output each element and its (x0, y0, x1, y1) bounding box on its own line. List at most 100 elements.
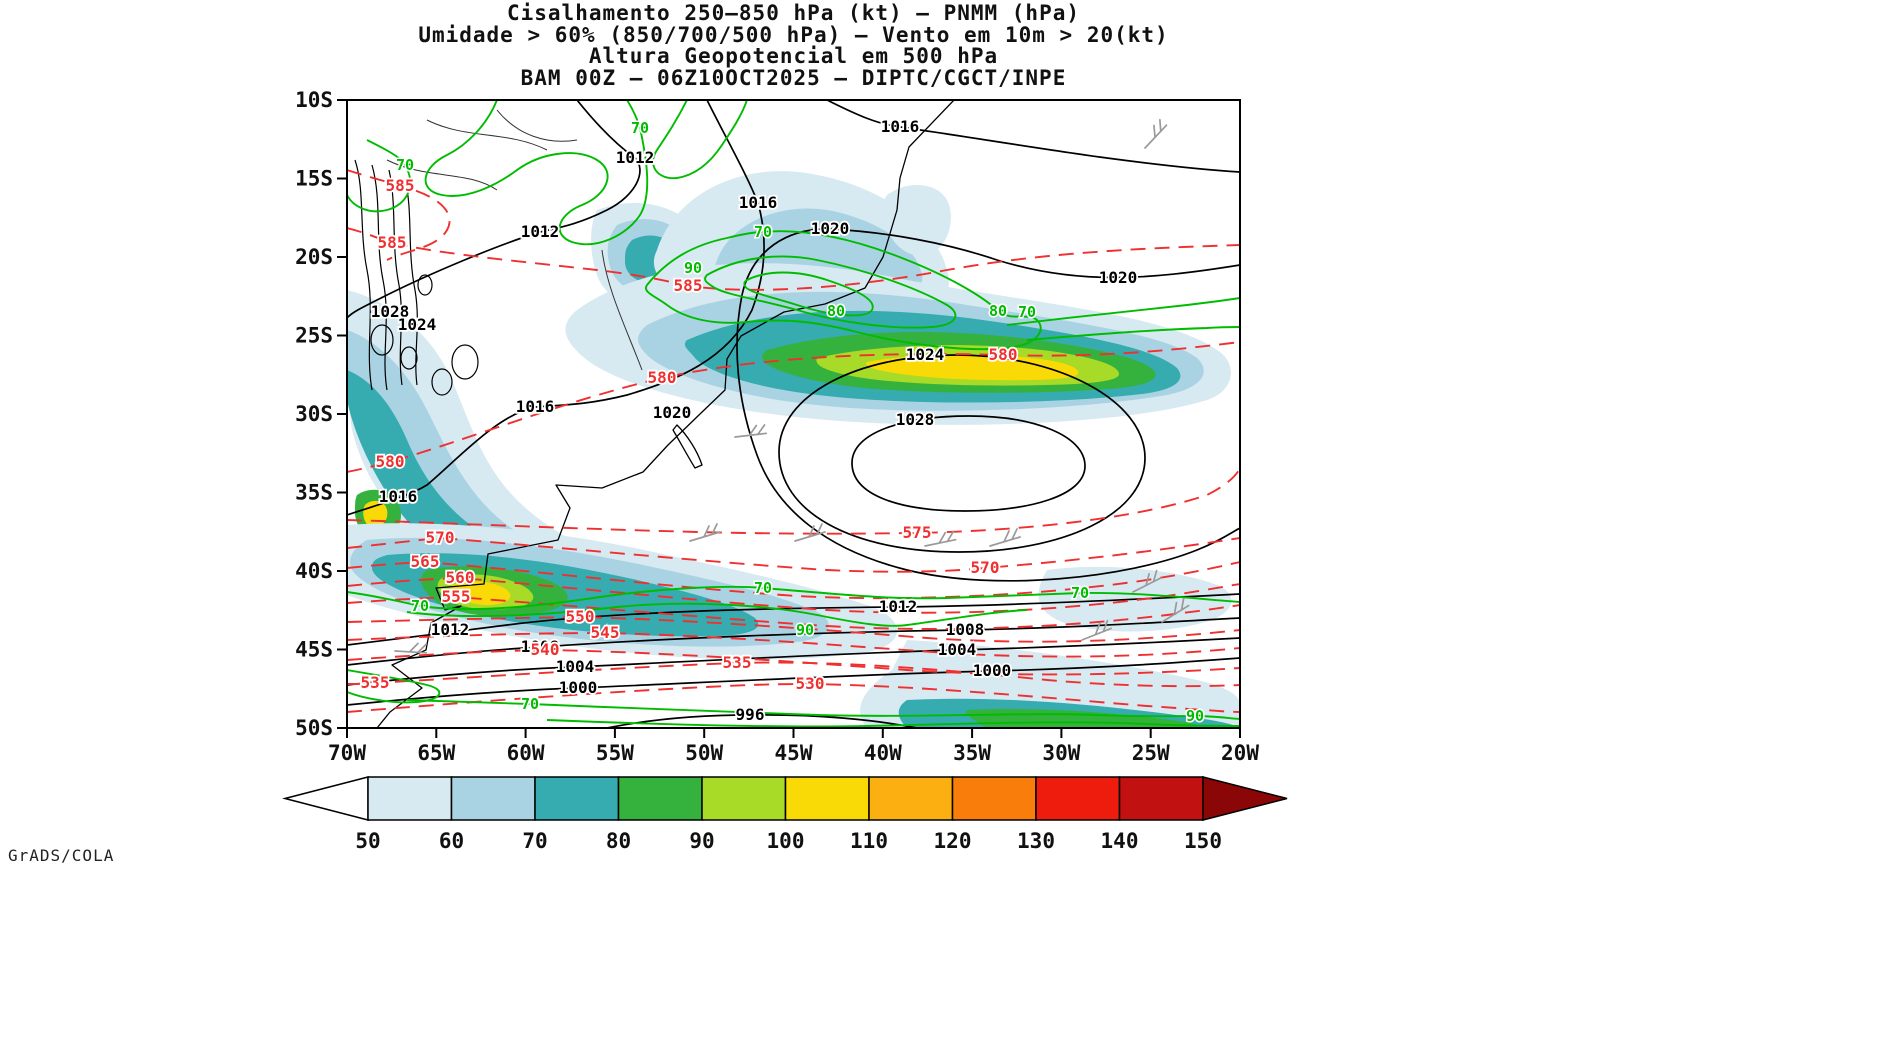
colorbar: 50 60 70 80 90 100 110 120 130 140 150 (282, 776, 1288, 853)
title-line-4: BAM 00Z — 06Z10OCT2025 — DIPTC/CGCT/INPE (520, 65, 1067, 90)
colorbar-cell (617, 776, 703, 821)
contour-label-geopotential: 570 (971, 558, 1000, 577)
title-line-3: Altura Geopotencial em 500 hPa (588, 44, 999, 68)
colorbar-cell (701, 776, 787, 821)
lat-axis: 10S 15S 20S 25S 30S 35S 40S 45S 50S (295, 88, 347, 740)
lon-tick-label: 70W (328, 741, 366, 765)
contour-label-pressure: 1016 (516, 397, 555, 416)
lon-tick-label: 55W (596, 741, 634, 765)
contour-label-pressure: 996 (736, 705, 765, 724)
lon-tick-label: 35W (953, 741, 991, 765)
colorbar-tick-label: 100 (767, 829, 805, 853)
colorbar-tick-label: 130 (1017, 829, 1055, 853)
contour-label-geopotential: 540 (531, 640, 560, 659)
contour-labels-layer: 1016101210161020101210201028102410241016… (359, 115, 1206, 726)
contour-label-geopotential: 560 (446, 568, 475, 587)
contour-label-geopotential: 580 (989, 345, 1018, 364)
lat-tick-label: 15S (295, 167, 333, 191)
lat-tick-label: 35S (295, 481, 333, 505)
colorbar-tick-label: 120 (934, 829, 972, 853)
coastline-layer (376, 100, 955, 728)
colorbar-cell (1035, 776, 1121, 821)
contour-label-pressure: 1016 (881, 117, 920, 136)
contour-label-pressure: 1012 (616, 148, 655, 167)
contour-label-humidity: 70 (521, 695, 539, 713)
contour-label-geopotential: 535 (361, 673, 390, 692)
contour-label-pressure: 1000 (973, 661, 1012, 680)
lon-tick-label: 25W (1132, 741, 1170, 765)
wind-barb-icon (989, 528, 1021, 547)
title-line-1: Cisalhamento 250—850 hPa (kt) — PNMM (hP… (506, 1, 1080, 25)
title-line-2: Umidade > 60% (850/700/500 hPa) — Vento … (418, 22, 1169, 47)
colorbar-tick-label: 60 (439, 829, 464, 853)
lat-tick-label: 45S (295, 638, 333, 662)
colorbar-cell (1118, 776, 1204, 821)
lon-tick-label: 40W (864, 741, 902, 765)
contour-label-humidity: 70 (1018, 303, 1036, 321)
contour-label-geopotential: 530 (796, 674, 825, 693)
contour-label-pressure: 1000 (559, 678, 598, 697)
contour-label-humidity: 80 (827, 302, 845, 320)
colorbar-tick-label: 150 (1184, 829, 1222, 853)
colorbar-tick-label: 80 (606, 829, 631, 853)
colorbar-cell (868, 776, 954, 821)
contour-label-humidity: 70 (396, 156, 414, 174)
wind-barb-icon (394, 642, 428, 654)
grads-attribution: GrADS/COLA (8, 846, 115, 865)
contour-label-humidity: 90 (684, 259, 702, 277)
lon-tick-label: 65W (417, 741, 455, 765)
lon-tick-label: 45W (775, 741, 813, 765)
lat-tick-label: 10S (295, 88, 333, 112)
wind-barb-icon (924, 530, 957, 547)
contour-label-geopotential: 570 (426, 528, 455, 547)
contour-label-pressure: 1008 (946, 620, 985, 639)
contour-label-pressure: 1024 (398, 315, 437, 334)
contour-label-geopotential: 580 (648, 368, 677, 387)
wind-barb-icon (1144, 118, 1168, 149)
contour-label-pressure: 1024 (906, 345, 945, 364)
contour-label-geopotential: 535 (723, 653, 752, 672)
wind-barb-icon (1161, 597, 1190, 623)
contour-label-geopotential: 580 (376, 452, 405, 471)
contour-label-humidity: 80 (989, 302, 1007, 320)
wind-barb-icon (794, 523, 826, 542)
contour-label-humidity: 90 (796, 621, 814, 639)
contour-label-geopotential: 565 (411, 552, 440, 571)
chart-title-block: Cisalhamento 250—850 hPa (kt) — PNMM (hP… (0, 1, 1587, 90)
contour-label-pressure: 1012 (431, 620, 470, 639)
lat-tick-label: 25S (295, 324, 333, 348)
wind-barbs-layer (394, 118, 1190, 654)
contour-label-humidity: 70 (631, 119, 649, 137)
lon-tick-label: 30W (1042, 741, 1080, 765)
contour-label-humidity: 70 (411, 597, 429, 615)
humidity-contours-layer (347, 100, 1240, 728)
contour-label-pressure: 1028 (371, 302, 410, 321)
wind-barb-icon (1081, 619, 1112, 641)
colorbar-tick-label: 50 (355, 829, 380, 853)
lat-tick-label: 30S (295, 402, 333, 426)
colorbar-tick-label: 90 (689, 829, 714, 853)
contour-label-pressure: 1012 (521, 222, 560, 241)
contour-label-geopotential: 585 (378, 233, 407, 252)
pressure-contours-layer (347, 100, 1240, 728)
contour-label-geopotential: 555 (442, 587, 471, 606)
colorbar-cell (450, 776, 536, 821)
contour-label-pressure: 1020 (653, 403, 692, 422)
contour-label-pressure: 1020 (811, 219, 850, 238)
colorbar-cell (534, 776, 620, 821)
colorbar-tick-label: 110 (850, 829, 888, 853)
contour-label-pressure: 1016 (379, 487, 418, 506)
contour-label-geopotential: 585 (674, 276, 703, 295)
map-art (347, 100, 1240, 728)
contour-label-geopotential: 550 (566, 607, 595, 626)
lon-axis: 70W 65W 60W 55W 50W 45W 40W 35W 30W 25W 20W (328, 728, 1259, 765)
contour-label-pressure: 1028 (896, 410, 935, 429)
contour-label-geopotential: 585 (386, 176, 415, 195)
colorbar-cell (784, 776, 870, 821)
lon-tick-label: 60W (507, 741, 545, 765)
contour-label-humidity: 90 (1186, 707, 1204, 725)
contour-label-pressure: 1004 (556, 657, 595, 676)
colorbar-right-arrow (1202, 776, 1288, 821)
wind-barb-icon (689, 523, 721, 542)
